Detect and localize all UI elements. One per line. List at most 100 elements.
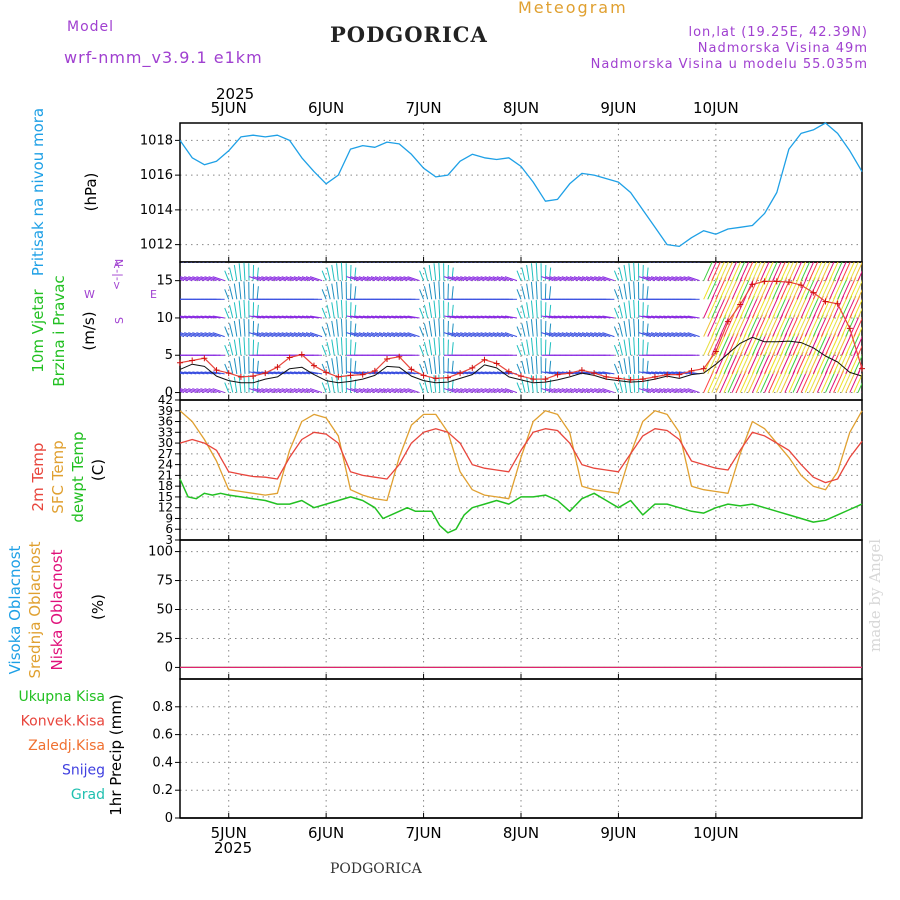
wind-barb [273,371,286,375]
wind-barb [642,332,656,338]
wind-barb [350,332,363,338]
gust-marker [189,357,196,364]
wind-barb [772,351,784,375]
wind-barb [496,388,509,394]
model-elevation-text: Nadmorska Visina u modelu 55.035m [590,57,868,72]
wind-barb [325,262,327,263]
wind-barb [764,351,776,375]
wind-barb [853,336,862,356]
wind-barb [504,388,518,394]
wind-barb [492,332,505,338]
wind-barb [633,262,636,281]
wind-panel: 0 5 10 15 [156,261,865,401]
wind-barb [804,262,815,281]
wind-barb [768,370,780,393]
wind-barb [642,283,644,300]
wind-barb [715,262,717,263]
wind-barb [553,388,566,394]
model-label: Model [67,19,115,35]
pressure-panel: 1012 1014 1016 1018 [140,122,863,263]
wind-barb [326,360,331,375]
wind-barb [800,262,811,281]
wind-barb [433,337,437,356]
wind-barb [768,262,778,281]
wind-barb [812,370,824,393]
wind-barb [646,262,648,263]
y-tick-label: 21 [158,468,173,482]
wind-barb [628,375,632,393]
wind-barb [229,304,234,319]
y-tick-label: 25 [156,631,173,646]
wind-barb [229,323,234,337]
wind-barb [229,267,234,281]
wind-barb [792,370,804,393]
wind-barb [336,281,339,300]
wind-barb [336,263,339,281]
precip-legend-item: Grad [71,787,105,803]
wind-barb [524,262,526,263]
wind-barb [329,262,331,263]
wind-barb [671,388,684,394]
wind-barb [180,334,185,338]
gust-marker [444,374,451,381]
wind-barb [711,314,723,337]
wind-barb [671,276,684,282]
wind-barb [731,277,743,300]
wind-barb [530,300,534,318]
wind-barb [350,339,352,356]
wind-barb [238,300,242,318]
day-label-top: 9JUN [600,99,636,117]
precip-legend-item: Zaledj.Kisa [28,738,105,754]
y-tick-label: 0 [165,660,173,675]
wind-barb [671,332,684,338]
wind-barb [736,262,737,263]
wind-barb [735,277,747,300]
wind-barb [293,315,306,319]
wind-barb [727,333,739,356]
wind-barb [731,314,743,337]
sfc-temp-line [179,410,863,502]
wind-barb [796,277,808,300]
wind-barb [530,356,534,374]
wind-barb [804,314,816,337]
wind-barb [395,388,408,394]
wind-barb [594,388,607,394]
wind-barb [731,333,743,356]
pressure-line [179,122,863,248]
wind-barb [545,315,558,319]
gust-marker [408,366,415,373]
wind-barb [618,379,623,393]
wind-barb [764,262,774,281]
wind-barb [747,351,759,375]
wind-barb [703,295,715,319]
wind-barb [331,302,335,319]
wind-barb [289,371,302,375]
wind-barb [638,315,651,319]
wind-barb [184,315,197,319]
wind-barb [590,276,603,282]
wind-barb [755,262,766,281]
wind-barb [200,276,213,282]
gust-marker [737,301,744,308]
wind-barb [735,333,747,356]
wind-barb [743,370,755,393]
wind-barb [326,323,331,337]
wind-barb [829,370,840,393]
wind-barb [427,262,428,263]
wind-barb [642,302,644,318]
wind-barb [188,371,201,375]
wind-barb [581,388,595,394]
temp-label-2m: 2m Temp [29,443,47,512]
wind-barb [256,342,259,356]
wind-barb [788,351,800,375]
wind-barb [526,283,530,300]
wind-barb [642,262,644,263]
gust-marker [298,351,305,358]
wind-barb [383,371,396,375]
wind-barb [468,388,481,394]
wind-barb [387,388,400,394]
wind-barb [833,277,845,300]
wind-barb [760,351,771,375]
wind-barb [784,295,796,319]
